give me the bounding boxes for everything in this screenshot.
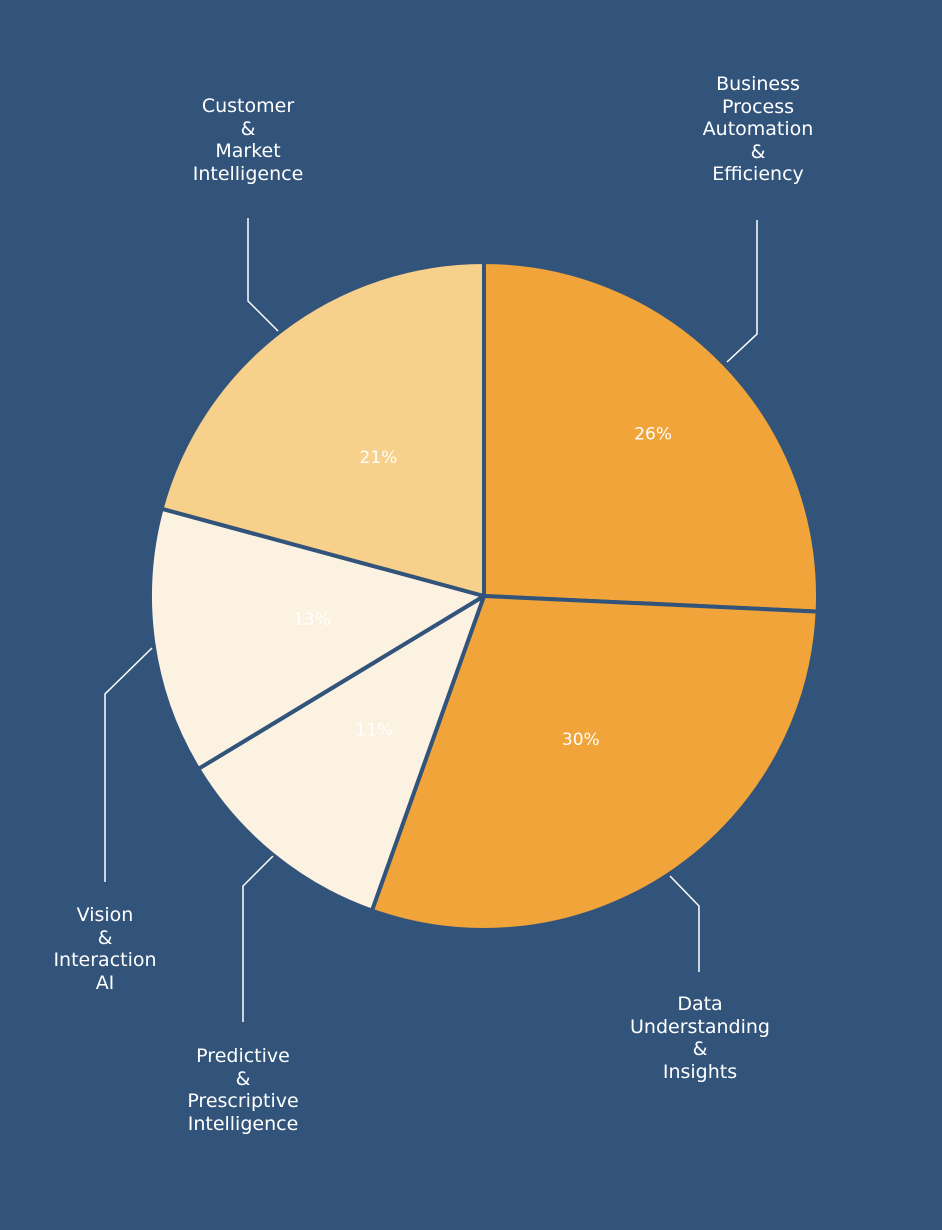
slice-data-understanding [369, 594, 820, 932]
category-label-vision-interaction: Vision & Interaction AI [53, 904, 157, 994]
slices-layer [148, 260, 821, 932]
leader-line-data-understanding [669, 875, 700, 972]
slice-predictive-prescriptive [196, 594, 486, 913]
leader-lines-layer [104, 218, 758, 1022]
leader-line-predictive-prescriptive [242, 855, 274, 1022]
percentage-label-customer-market: 21% [360, 448, 398, 468]
slice-business-process-automation [482, 260, 821, 614]
slice-customer-market [159, 260, 486, 598]
percentage-label-business-process-automation: 26% [634, 425, 672, 445]
percentage-label-vision-interaction: 13% [293, 610, 331, 630]
leader-line-business-process-automation [726, 220, 758, 363]
leader-line-customer-market [247, 218, 279, 332]
percentage-labels-layer: 26% 30% 11% 13% 21% [293, 425, 672, 751]
category-label-predictive-prescriptive: Predictive & Prescriptive Intelligence [187, 1045, 299, 1135]
category-label-customer-market: Customer & Market Intelligence [192, 95, 304, 185]
leader-line-vision-interaction [104, 647, 153, 882]
percentage-label-predictive-prescriptive: 11% [355, 721, 393, 741]
category-label-business-process-automation: Business Process Automation & Efficiency [702, 73, 814, 185]
percentage-label-data-understanding: 30% [562, 730, 600, 750]
category-label-data-understanding: Data Understanding & Insights [630, 993, 770, 1083]
